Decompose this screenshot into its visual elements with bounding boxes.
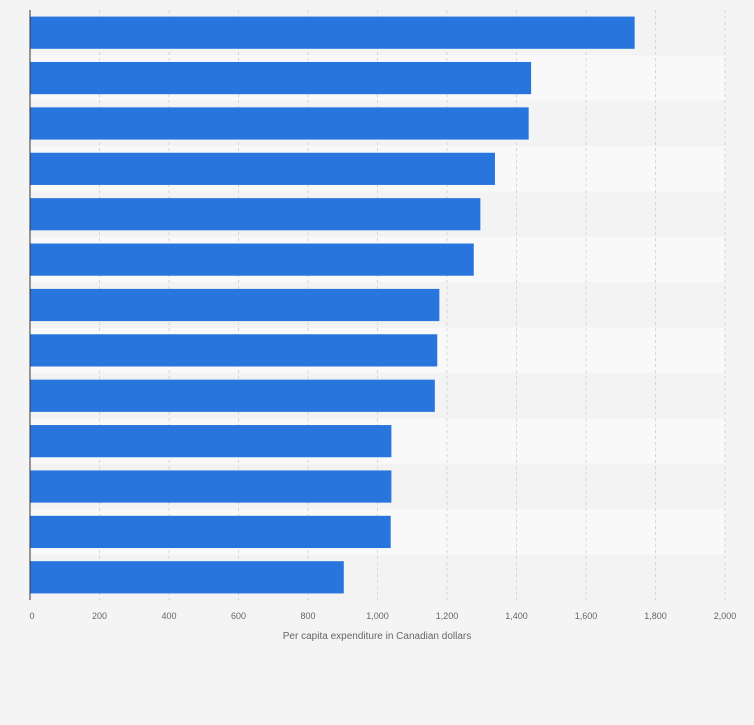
x-tick-label: 1,400 — [505, 611, 528, 621]
bar — [30, 198, 481, 231]
x-tick-label: 800 — [300, 611, 315, 621]
x-tick-label: 1,600 — [575, 611, 598, 621]
bar — [30, 16, 635, 49]
x-tick-label: 1,200 — [436, 611, 459, 621]
bar — [30, 152, 495, 185]
bar — [30, 515, 391, 549]
bar — [30, 61, 532, 95]
x-axis-title: Per capita expenditure in Canadian dolla… — [283, 631, 471, 642]
x-tick-label: 1,800 — [644, 611, 667, 621]
bar — [30, 288, 440, 322]
x-tick-label: 200 — [92, 611, 107, 621]
bar — [30, 470, 392, 503]
x-tick-label: 2,000 — [714, 611, 737, 621]
x-tick-label: 0 — [29, 611, 34, 621]
bar — [30, 334, 438, 367]
x-tick-label: 1,000 — [366, 611, 389, 621]
bars — [30, 16, 635, 594]
bar — [30, 425, 392, 458]
bar — [30, 379, 435, 412]
bar — [30, 107, 529, 140]
x-tick-label: 600 — [231, 611, 246, 621]
x-tick-labels: 0 200 400 600 800 1,000 1,200 1,400 1,600 1,800 2,… — [29, 611, 736, 621]
x-tick-label: 400 — [161, 611, 176, 621]
bar — [30, 243, 474, 276]
bar — [30, 561, 344, 594]
